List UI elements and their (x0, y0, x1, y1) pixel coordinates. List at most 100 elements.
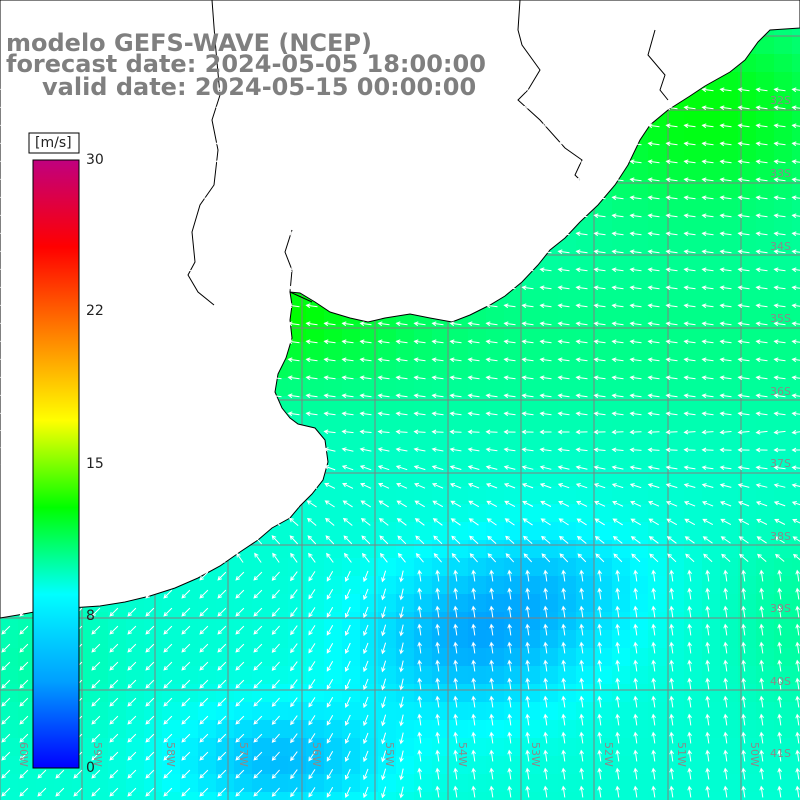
speed-cell (522, 414, 541, 433)
speed-cell (612, 198, 631, 217)
speed-cell (360, 342, 379, 361)
speed-cell (666, 234, 685, 253)
speed-cell (540, 288, 559, 307)
speed-cell (648, 666, 667, 685)
speed-cell (774, 360, 793, 379)
speed-cell (522, 342, 541, 361)
speed-cell (576, 792, 595, 800)
speed-cell (720, 450, 739, 469)
speed-cell (648, 720, 667, 739)
speed-cell (342, 666, 361, 685)
speed-cell (684, 594, 703, 613)
speed-cell (666, 108, 685, 127)
speed-cell (558, 342, 577, 361)
speed-cell (684, 270, 703, 289)
speed-cell (540, 360, 559, 379)
speed-cell (378, 414, 397, 433)
speed-cell (684, 306, 703, 325)
latitude-label: 38S (770, 530, 791, 543)
speed-cell (468, 630, 487, 649)
speed-cell (522, 396, 541, 415)
speed-cell (756, 126, 775, 145)
speed-cell (576, 324, 595, 343)
speed-cell (342, 414, 361, 433)
speed-cell (558, 630, 577, 649)
speed-cell (414, 594, 433, 613)
speed-cell (594, 360, 613, 379)
speed-cell (612, 270, 631, 289)
speed-cell (594, 666, 613, 685)
speed-cell (720, 378, 739, 397)
speed-cell (414, 360, 433, 379)
speed-cell (486, 432, 505, 451)
speed-cell (684, 126, 703, 145)
speed-cell (630, 612, 649, 631)
speed-cell (702, 702, 721, 721)
speed-cell (360, 792, 379, 800)
speed-cell (468, 594, 487, 613)
speed-cell (396, 702, 415, 721)
speed-cell (378, 558, 397, 577)
speed-cell (594, 648, 613, 667)
speed-cell (684, 342, 703, 361)
speed-cell (666, 648, 685, 667)
speed-cell (774, 792, 793, 800)
speed-cell (558, 378, 577, 397)
speed-cell (702, 306, 721, 325)
speed-cell (612, 288, 631, 307)
speed-cell (576, 684, 595, 703)
speed-cell (522, 630, 541, 649)
speed-cell (468, 558, 487, 577)
speed-cell (648, 198, 667, 217)
speed-cell (630, 738, 649, 757)
speed-cell (756, 144, 775, 163)
speed-cell (630, 162, 649, 181)
speed-cell (756, 54, 775, 73)
speed-cell (666, 144, 685, 163)
speed-cell (504, 378, 523, 397)
speed-cell (648, 378, 667, 397)
speed-cell (684, 198, 703, 217)
speed-cell (648, 288, 667, 307)
speed-cell (684, 576, 703, 595)
speed-cell (666, 666, 685, 685)
speed-cell (342, 576, 361, 595)
speed-cell (792, 522, 800, 541)
speed-cell (720, 306, 739, 325)
speed-cell (522, 612, 541, 631)
speed-cell (702, 162, 721, 181)
latitude-label: 40S (770, 675, 791, 688)
speed-cell (360, 324, 379, 343)
speed-cell (594, 774, 613, 793)
speed-cell (756, 648, 775, 667)
speed-cell (756, 270, 775, 289)
speed-cell (684, 162, 703, 181)
speed-cell (324, 630, 343, 649)
speed-cell (594, 342, 613, 361)
speed-cell (342, 774, 361, 793)
speed-cell (666, 342, 685, 361)
speed-cell (414, 576, 433, 595)
latitude-label: 35S (770, 312, 791, 325)
speed-cell (468, 702, 487, 721)
speed-cell (648, 738, 667, 757)
speed-cell (720, 234, 739, 253)
speed-cell (522, 792, 541, 800)
speed-cell (630, 792, 649, 800)
speed-cell (360, 576, 379, 595)
speed-cell (324, 576, 343, 595)
speed-cell (468, 324, 487, 343)
speed-cell (666, 162, 685, 181)
speed-cell (720, 126, 739, 145)
speed-cell (486, 702, 505, 721)
speed-cell (648, 270, 667, 289)
speed-cell (378, 774, 397, 793)
speed-cell (468, 432, 487, 451)
speed-cell (702, 360, 721, 379)
speed-cell (576, 738, 595, 757)
speed-cell (666, 360, 685, 379)
speed-cell (702, 612, 721, 631)
speed-cell (630, 270, 649, 289)
speed-cell (306, 558, 325, 577)
speed-cell (288, 396, 307, 415)
